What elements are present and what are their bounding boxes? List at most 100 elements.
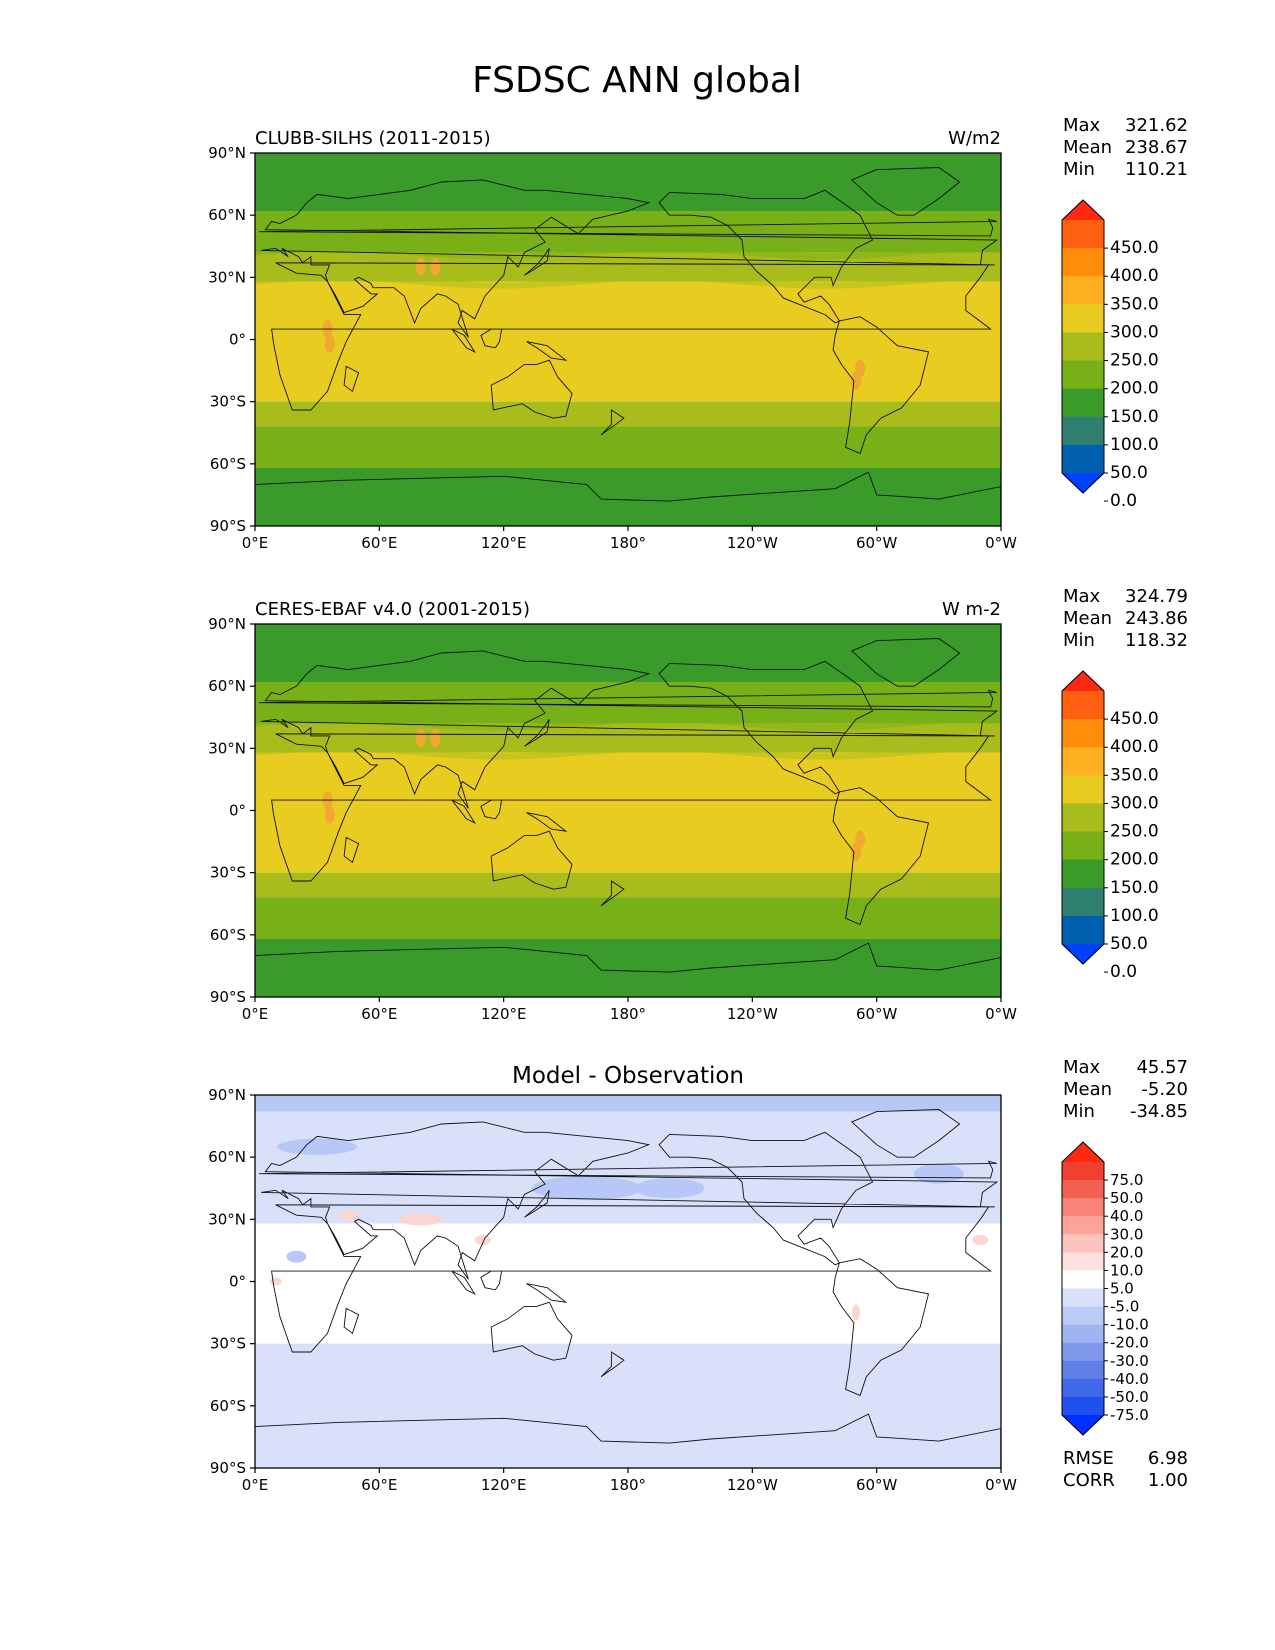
flux-band (255, 281, 1001, 340)
lat-tick-label: 30°S (210, 1335, 246, 1353)
high-flux-spot (324, 334, 335, 353)
colorbar-segment (1062, 220, 1104, 249)
lat-tick-label: 90°N (208, 1086, 246, 1104)
colorbar-segment (1062, 1360, 1104, 1380)
diff-colorbar: 75.050.040.030.020.010.05.0-5.0-10.0-20.… (1061, 1141, 1149, 1436)
colorbar-extend-min (1062, 473, 1104, 493)
lon-tick-label: 60°E (361, 1476, 397, 1494)
colorbar-segment (1062, 859, 1104, 889)
colorbar-segment (1062, 416, 1104, 446)
flux-band (255, 897, 1001, 939)
colorbar-segment (1062, 1252, 1104, 1271)
high-flux-spot (430, 728, 441, 747)
lon-tick-label: 120°E (481, 534, 527, 552)
reference-right-title: W m-2 (942, 599, 1001, 620)
reference-stat-label: Mean (1063, 608, 1112, 629)
diff-band (255, 1343, 1001, 1468)
colorbar-tick-label: -30.0 (1110, 1352, 1149, 1370)
diff-stat-value: 45.57 (1136, 1057, 1188, 1078)
lon-tick-label: 60°W (856, 534, 898, 552)
colorbar-segment (1062, 444, 1104, 474)
lon-tick-label: 120°E (481, 1476, 527, 1494)
lat-tick-label: 90°S (210, 517, 246, 535)
lon-tick-label: 120°E (481, 1005, 527, 1023)
diff-band (255, 1095, 1001, 1112)
colorbar-tick-label: -50.0 (1110, 1388, 1149, 1406)
lat-tick-label: 0° (229, 1273, 246, 1291)
lat-tick-label: 30°S (210, 864, 246, 882)
colorbar-tick-label: 250.0 (1110, 351, 1159, 371)
diff-stat-label: Max (1063, 1057, 1101, 1078)
colorbar-extend-max (1062, 671, 1104, 691)
colorbar-extend-max (1062, 1142, 1104, 1162)
colorbar-tick-label: 100.0 (1110, 435, 1159, 455)
panel-reference: 90°N 60°N 30°N 0° 30°S 60°S 90°S0°E 60°E 120°E 18… (208, 586, 1188, 1023)
diff-stat-value: -34.85 (1130, 1101, 1188, 1122)
colorbar-tick-label: 350.0 (1110, 765, 1159, 785)
lon-tick-label: 60°W (856, 1476, 898, 1494)
colorbar-segment (1062, 1234, 1104, 1253)
lon-tick-label: 0°E (242, 1005, 269, 1023)
colorbar-segment (1062, 915, 1104, 945)
lat-tick-label: 90°S (210, 1459, 246, 1477)
colorbar-tick-label: -40.0 (1110, 1370, 1149, 1388)
diff-stat-label: Min (1063, 1101, 1095, 1122)
colorbar-tick-label: 0.0 (1110, 491, 1137, 511)
flux-band (255, 153, 1001, 212)
positive-anomaly (269, 1277, 282, 1286)
negative-anomaly (286, 1250, 307, 1263)
colorbar-segment (1062, 1342, 1104, 1362)
colorbar-tick-label: 450.0 (1110, 238, 1159, 258)
colorbar-segment (1062, 332, 1104, 362)
colorbar-segment (1062, 719, 1104, 748)
reference-field (255, 624, 1001, 997)
colorbar-segment (1062, 360, 1104, 390)
colorbar-tick-label: 5.0 (1110, 1280, 1134, 1298)
high-flux-spot (415, 728, 426, 747)
high-flux-spot (324, 805, 335, 824)
colorbar-segment (1062, 248, 1104, 277)
lat-tick-label: 90°N (208, 615, 246, 633)
coastlines (255, 638, 1001, 997)
lon-tick-label: 0°E (242, 1476, 269, 1494)
colorbar-segment (1062, 388, 1104, 418)
flux-band (255, 624, 1001, 683)
colorbar-tick-label: 20.0 (1110, 1243, 1143, 1261)
lat-tick-label: 30°S (210, 393, 246, 411)
colorbar-tick-label: 200.0 (1110, 850, 1159, 870)
lon-tick-label: 180° (610, 1005, 646, 1023)
diff-field (255, 1095, 1001, 1468)
lat-tick-label: 0° (229, 331, 246, 349)
panel-test: 90°N 60°N 30°N 0° 30°S 60°S 90°S0°E 60°E 120°E 18… (208, 115, 1188, 552)
lat-tick-label: 60°N (208, 206, 246, 224)
coastlines (255, 167, 1001, 526)
flux-band (255, 810, 1001, 873)
lon-tick-label: 0°W (985, 534, 1017, 552)
colorbar-segment (1062, 1198, 1104, 1217)
figure-title: FSDSC ANN global (472, 60, 802, 101)
colorbar-segment (1062, 1396, 1104, 1416)
diff-error-stat-value: 6.98 (1148, 1448, 1188, 1469)
flux-band (255, 339, 1001, 402)
lat-tick-label: 30°N (208, 268, 246, 286)
colorbar-segment (1062, 803, 1104, 833)
high-flux-spot (415, 257, 426, 276)
lon-tick-label: 120°W (727, 534, 778, 552)
diff-center-title: Model - Observation (512, 1063, 744, 1089)
colorbar-tick-label: 150.0 (1110, 878, 1159, 898)
colorbar-tick-label: 100.0 (1110, 906, 1159, 926)
colorbar-tick-label: 50.0 (1110, 1189, 1143, 1207)
lat-tick-label: 30°N (208, 1210, 246, 1228)
colorbar-segment (1062, 1216, 1104, 1235)
negative-anomaly (277, 1138, 358, 1155)
reference-stat-label: Max (1063, 586, 1101, 607)
panel-diff: 90°N 60°N 30°N 0° 30°S 60°S 90°S0°E 60°E 120°E 18… (208, 1057, 1188, 1494)
colorbar-tick-label: 40.0 (1110, 1207, 1143, 1225)
lat-tick-label: 0° (229, 802, 246, 820)
lon-tick-label: 180° (610, 534, 646, 552)
colorbar-segment (1062, 304, 1104, 333)
lon-tick-label: 0°W (985, 1005, 1017, 1023)
negative-anomaly (531, 1176, 642, 1201)
colorbar-segment (1062, 1162, 1104, 1181)
